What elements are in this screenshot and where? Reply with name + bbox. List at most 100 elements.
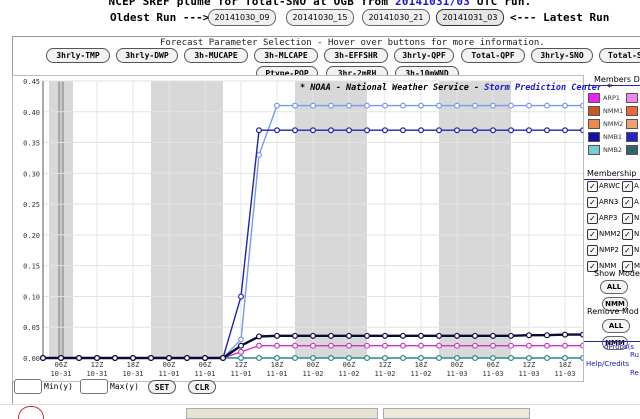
x-tick-date-label: 11-03 (518, 370, 539, 378)
member-swatch-secondary[interactable] (626, 93, 638, 103)
member-checkbox-secondary[interactable]: ✓ (622, 261, 633, 272)
member-checkbox[interactable]: ✓ (587, 261, 598, 272)
series-point (418, 355, 425, 362)
clear-button[interactable]: CLR (188, 380, 216, 394)
run-button-4[interactable]: 20141031_03 (436, 9, 504, 26)
remove-nmm-button[interactable]: NMM (602, 336, 628, 350)
series-point (579, 102, 586, 109)
member-swatch[interactable] (588, 93, 600, 103)
run-button-3[interactable]: 20141030_21 (362, 9, 430, 26)
member-checkbox-secondary-label: M (634, 262, 640, 270)
oldest-run-label: Oldest Run ---> (110, 11, 210, 24)
member-swatch-label: NMB2 (603, 146, 623, 154)
member-swatch-label: NMM2 (603, 120, 624, 128)
min-y-input[interactable] (14, 379, 42, 394)
member-swatch[interactable] (588, 145, 600, 155)
series-point (472, 102, 479, 109)
member-swatch[interactable] (588, 132, 600, 142)
help-credits-link[interactable]: Help/Credits (586, 360, 630, 368)
series-point (454, 355, 461, 362)
member-swatch[interactable] (588, 119, 600, 129)
member-checkbox-secondary[interactable]: ✓ (622, 245, 633, 256)
run-link[interactable]: Ru (630, 351, 639, 359)
member-checkbox-label: ARWC (599, 182, 621, 190)
series-point (472, 355, 479, 362)
night-band (151, 81, 223, 358)
run-selector: Oldest Run ---> 20141030_09 20141030_15 … (0, 9, 640, 27)
members-heading: Members D (594, 75, 640, 84)
member-checkbox-secondary[interactable]: ✓ (622, 197, 633, 208)
series-point (400, 127, 407, 134)
series-point (561, 127, 568, 134)
series-point (346, 102, 353, 109)
max-y-label: Max(y) (110, 382, 139, 391)
param-3hrly-tmp-button[interactable]: 3hrly-TMP (46, 48, 110, 63)
series-point (508, 127, 515, 134)
series-point (346, 355, 353, 362)
x-tick-label: 18Z (271, 361, 284, 369)
run-id-link[interactable]: 20141031/03 (395, 0, 471, 8)
x-tick-date-label: 11-02 (302, 370, 323, 378)
param-total-sno-button[interactable]: Total-S (599, 48, 640, 63)
member-swatch-secondary[interactable] (626, 145, 638, 155)
remove-all-button[interactable]: ALL (602, 319, 630, 333)
param-3h-mucape-button[interactable]: 3h-MUCAPE (184, 48, 248, 63)
night-band (439, 81, 511, 358)
max-y-input[interactable] (80, 379, 108, 394)
series-point (274, 127, 281, 134)
members-divider (584, 85, 640, 86)
run-button-1[interactable]: 20141030_09 (208, 9, 276, 26)
show-nmm-button[interactable]: NMM (602, 297, 628, 311)
member-checkbox-secondary[interactable]: ✓ (622, 229, 633, 240)
series-point (57, 355, 64, 362)
param-3hrly-qpf-button[interactable]: 3hrly-QPF (394, 48, 454, 63)
series-point (238, 342, 245, 349)
dprobs-link[interactable]: dProbs(s (604, 343, 635, 351)
membership-heading: Membership (587, 169, 637, 178)
series-point (508, 332, 515, 339)
series-point (328, 342, 335, 349)
member-checkbox[interactable]: ✓ (587, 229, 598, 240)
member-swatch-secondary[interactable] (626, 106, 638, 116)
set-button[interactable]: SET (148, 380, 176, 394)
y-tick-label: 0.20 (23, 232, 40, 240)
series-point (525, 342, 532, 349)
y-tick-label: 0.00 (23, 355, 40, 363)
series-point (256, 333, 263, 340)
series-point (561, 355, 568, 362)
x-tick-label: 06Z (199, 361, 212, 369)
spc-link[interactable]: Storm Prediction Center (484, 83, 602, 93)
series-point (472, 332, 479, 339)
param-3h-mlcape-button[interactable]: 3h-MLCAPE (254, 48, 318, 63)
member-checkbox[interactable]: ✓ (587, 181, 598, 192)
member-checkbox[interactable]: ✓ (587, 197, 598, 208)
member-swatch[interactable] (588, 106, 600, 116)
series-point (382, 342, 389, 349)
member-checkbox[interactable]: ✓ (587, 213, 598, 224)
y-tick-label: 0.35 (23, 140, 40, 148)
member-checkbox-secondary[interactable]: ✓ (622, 181, 633, 192)
member-checkbox[interactable]: ✓ (587, 245, 598, 256)
member-checkbox-label: NMP2 (599, 246, 619, 254)
series-point (328, 102, 335, 109)
param-3hrly-dwp-button[interactable]: 3hrly-DWP (116, 48, 178, 63)
member-swatch-secondary[interactable] (626, 132, 638, 142)
series-point (418, 332, 425, 339)
param-3h-effshr-button[interactable]: 3h-EFFSHR (324, 48, 388, 63)
series-point (310, 342, 317, 349)
member-checkbox-secondary-label: N (634, 214, 640, 222)
series-point (525, 102, 532, 109)
series-point (418, 102, 425, 109)
series-point (346, 332, 353, 339)
member-swatch-secondary[interactable] (626, 119, 638, 129)
member-checkbox-secondary[interactable]: ✓ (622, 213, 633, 224)
param-3hrly-sno-button[interactable]: 3hrly-SNO (531, 48, 593, 63)
param-total-qpf-button[interactable]: Total-QPF (461, 48, 525, 63)
show-all-button[interactable]: ALL (600, 280, 628, 294)
run-button-2[interactable]: 20141030_15 (286, 9, 354, 26)
series-point (382, 102, 389, 109)
reset-link[interactable]: Re (630, 369, 639, 377)
series-point (220, 355, 227, 362)
member-swatch-label: NMM1 (603, 107, 624, 115)
x-tick-label: 06Z (343, 361, 356, 369)
